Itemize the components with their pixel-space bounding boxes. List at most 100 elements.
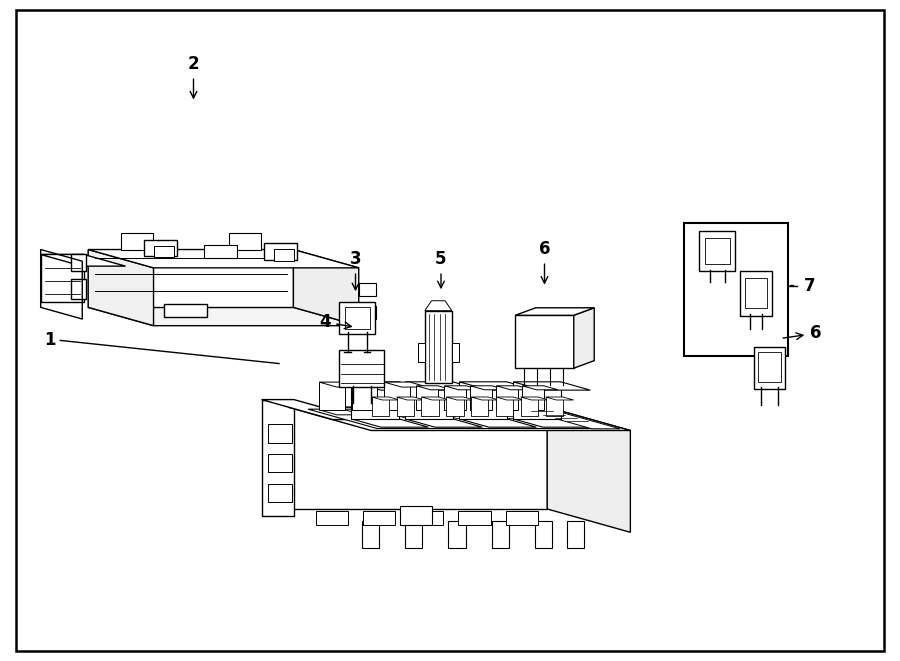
Polygon shape <box>471 386 506 390</box>
Polygon shape <box>446 397 474 400</box>
Text: 6: 6 <box>539 241 550 283</box>
Polygon shape <box>351 382 399 419</box>
Polygon shape <box>362 521 379 549</box>
Polygon shape <box>496 386 518 410</box>
Polygon shape <box>445 386 481 390</box>
Polygon shape <box>525 410 620 429</box>
Polygon shape <box>567 521 584 549</box>
Polygon shape <box>417 386 438 410</box>
Polygon shape <box>372 397 400 400</box>
Polygon shape <box>71 279 86 299</box>
Polygon shape <box>229 233 261 249</box>
Polygon shape <box>397 397 414 416</box>
Polygon shape <box>513 382 590 390</box>
Polygon shape <box>459 419 536 427</box>
Polygon shape <box>515 308 594 315</box>
Polygon shape <box>71 254 86 271</box>
Polygon shape <box>316 511 348 525</box>
Text: 6: 6 <box>783 325 822 342</box>
Bar <box>684 223 788 356</box>
Polygon shape <box>496 410 532 414</box>
Polygon shape <box>445 410 481 414</box>
Polygon shape <box>384 382 428 387</box>
Polygon shape <box>405 419 482 427</box>
Polygon shape <box>121 233 153 249</box>
Polygon shape <box>417 386 452 390</box>
Polygon shape <box>88 307 359 326</box>
Polygon shape <box>425 301 452 311</box>
Polygon shape <box>320 382 345 410</box>
Polygon shape <box>496 397 524 400</box>
Polygon shape <box>446 416 474 418</box>
Polygon shape <box>88 249 154 326</box>
Polygon shape <box>515 315 574 368</box>
Polygon shape <box>496 386 532 390</box>
Polygon shape <box>421 397 449 400</box>
Polygon shape <box>352 382 395 387</box>
Polygon shape <box>204 245 237 258</box>
Polygon shape <box>262 400 365 420</box>
Polygon shape <box>88 249 359 268</box>
Polygon shape <box>496 416 524 418</box>
Bar <box>699 231 735 271</box>
Polygon shape <box>545 397 562 416</box>
Polygon shape <box>265 243 297 260</box>
Polygon shape <box>574 308 594 368</box>
Polygon shape <box>384 382 410 410</box>
Polygon shape <box>421 397 438 416</box>
Polygon shape <box>491 521 508 549</box>
Polygon shape <box>513 419 590 427</box>
Polygon shape <box>155 246 174 257</box>
Polygon shape <box>459 382 536 390</box>
Polygon shape <box>320 410 363 415</box>
Bar <box>740 271 772 316</box>
Text: 1: 1 <box>44 331 55 350</box>
Polygon shape <box>521 416 549 418</box>
Polygon shape <box>293 249 359 326</box>
Bar <box>745 278 767 308</box>
Polygon shape <box>506 511 538 525</box>
Polygon shape <box>88 249 293 307</box>
Polygon shape <box>352 382 377 410</box>
Polygon shape <box>40 254 84 303</box>
Text: 2: 2 <box>188 56 199 98</box>
Polygon shape <box>545 416 573 418</box>
Polygon shape <box>268 484 292 502</box>
Polygon shape <box>400 506 432 525</box>
Polygon shape <box>405 382 453 419</box>
Polygon shape <box>410 511 443 525</box>
Polygon shape <box>535 521 552 549</box>
Polygon shape <box>40 254 125 266</box>
Text: 4: 4 <box>320 313 351 331</box>
Bar <box>425 311 452 383</box>
Polygon shape <box>521 397 538 416</box>
Polygon shape <box>268 424 292 443</box>
Polygon shape <box>405 382 482 390</box>
Polygon shape <box>352 410 395 415</box>
Polygon shape <box>471 410 506 414</box>
Polygon shape <box>384 410 428 415</box>
Polygon shape <box>397 397 425 400</box>
Polygon shape <box>445 386 466 410</box>
Bar <box>418 344 425 362</box>
Bar <box>339 302 375 334</box>
Polygon shape <box>545 397 573 400</box>
Polygon shape <box>446 397 464 416</box>
Polygon shape <box>471 397 489 416</box>
Polygon shape <box>547 407 630 532</box>
Polygon shape <box>471 386 492 410</box>
Bar <box>705 238 730 264</box>
Polygon shape <box>351 419 428 427</box>
Polygon shape <box>458 511 491 525</box>
Polygon shape <box>397 416 425 418</box>
Text: 5: 5 <box>436 251 446 288</box>
Polygon shape <box>274 249 293 260</box>
Polygon shape <box>459 382 507 419</box>
Bar <box>452 344 459 362</box>
Bar <box>754 347 785 389</box>
Polygon shape <box>288 407 630 430</box>
Text: 3: 3 <box>350 251 361 290</box>
Bar <box>339 350 384 387</box>
Polygon shape <box>471 416 499 418</box>
Polygon shape <box>522 410 558 414</box>
